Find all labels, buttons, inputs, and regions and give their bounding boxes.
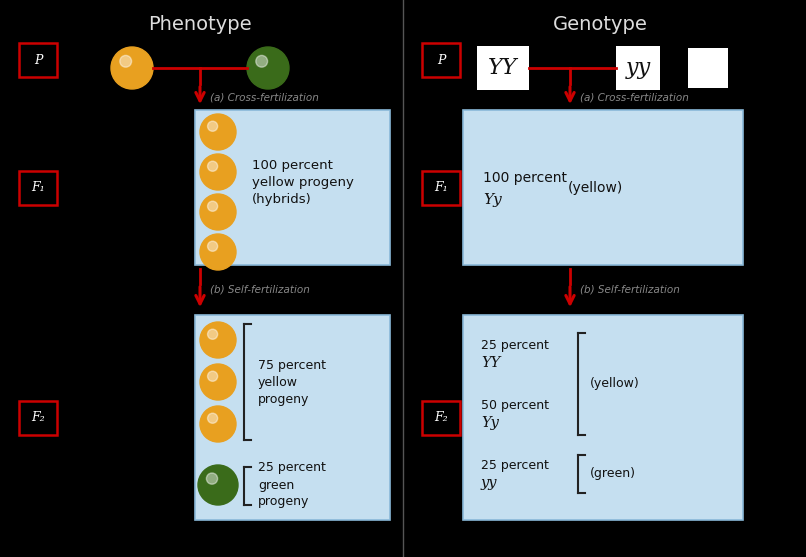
Text: YY: YY <box>488 57 517 79</box>
Text: Yy: Yy <box>481 416 499 430</box>
Circle shape <box>120 55 131 67</box>
Text: 75 percent
yellow
progeny: 75 percent yellow progeny <box>258 359 326 405</box>
Circle shape <box>247 47 289 89</box>
FancyBboxPatch shape <box>477 46 529 90</box>
Text: 100 percent
yellow progeny
(hybrids): 100 percent yellow progeny (hybrids) <box>252 159 354 206</box>
Text: Yy: Yy <box>483 193 502 207</box>
FancyBboxPatch shape <box>195 315 390 520</box>
Text: YY: YY <box>481 356 501 370</box>
Circle shape <box>208 371 218 382</box>
FancyBboxPatch shape <box>688 48 728 88</box>
FancyBboxPatch shape <box>463 315 743 520</box>
Text: yy: yy <box>625 57 650 79</box>
Circle shape <box>200 364 236 400</box>
Circle shape <box>200 194 236 230</box>
Circle shape <box>111 47 153 89</box>
FancyBboxPatch shape <box>195 110 390 265</box>
Circle shape <box>216 211 229 223</box>
Text: 25 percent: 25 percent <box>481 458 549 471</box>
Text: Phenotype: Phenotype <box>148 15 251 34</box>
FancyBboxPatch shape <box>463 110 743 265</box>
Text: (b) Self-fertilization: (b) Self-fertilization <box>210 284 310 294</box>
Circle shape <box>200 154 236 190</box>
Text: P: P <box>437 53 445 66</box>
Text: 100 percent: 100 percent <box>483 170 567 184</box>
Text: (yellow): (yellow) <box>590 378 640 390</box>
Text: F₁: F₁ <box>31 181 45 194</box>
Circle shape <box>216 171 229 183</box>
Circle shape <box>216 483 230 497</box>
Circle shape <box>198 465 238 505</box>
Text: 50 percent: 50 percent <box>481 398 549 412</box>
Circle shape <box>266 66 280 81</box>
Text: (b) Self-fertilization: (b) Self-fertilization <box>580 284 680 294</box>
Text: F₂: F₂ <box>434 411 448 424</box>
Text: P: P <box>34 53 42 66</box>
Circle shape <box>208 161 218 172</box>
Circle shape <box>200 114 236 150</box>
Circle shape <box>208 201 218 211</box>
Text: Genotype: Genotype <box>553 15 647 34</box>
Text: F₁: F₁ <box>434 181 448 194</box>
Circle shape <box>208 121 218 131</box>
Circle shape <box>130 66 144 81</box>
Text: 25 percent: 25 percent <box>481 339 549 351</box>
Circle shape <box>200 322 236 358</box>
Circle shape <box>216 131 229 143</box>
Circle shape <box>208 241 218 251</box>
Text: yy: yy <box>481 476 497 490</box>
Circle shape <box>216 423 229 436</box>
Circle shape <box>256 55 268 67</box>
Circle shape <box>216 339 229 351</box>
Text: (a) Cross-fertilization: (a) Cross-fertilization <box>210 92 319 102</box>
Circle shape <box>200 234 236 270</box>
Circle shape <box>200 406 236 442</box>
FancyBboxPatch shape <box>616 46 660 90</box>
Text: 25 percent
green
progeny: 25 percent green progeny <box>258 462 326 509</box>
Text: F₂: F₂ <box>31 411 45 424</box>
Text: (yellow): (yellow) <box>568 180 623 194</box>
Text: (green): (green) <box>590 467 636 481</box>
Circle shape <box>208 413 218 423</box>
Circle shape <box>206 473 218 484</box>
Text: (a) Cross-fertilization: (a) Cross-fertilization <box>580 92 689 102</box>
Circle shape <box>216 251 229 263</box>
Circle shape <box>208 329 218 339</box>
Circle shape <box>216 381 229 393</box>
